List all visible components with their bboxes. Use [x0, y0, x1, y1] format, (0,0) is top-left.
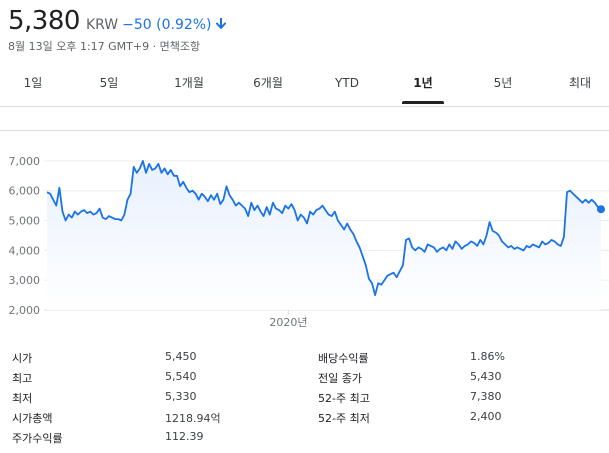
- stat-value-pe-ratio: 112.39: [165, 430, 204, 443]
- stat-value-dividend-yield: 1.86%: [470, 350, 505, 363]
- stat-value-high: 5,540: [165, 370, 197, 383]
- y-tick-label: 6,000: [9, 185, 41, 198]
- tab-1m[interactable]: 1개월: [174, 76, 204, 90]
- y-tick-label: 4,000: [9, 244, 41, 257]
- currency-code: KRW: [85, 17, 119, 33]
- stat-value-52w-low: 2,400: [470, 410, 502, 423]
- y-tick-label: 3,000: [9, 274, 41, 287]
- price-area-fill: [47, 160, 601, 310]
- quote-header: 5,380 KRW −50 (0.92%): [8, 6, 226, 36]
- stat-label-market-cap: 시가총액: [12, 412, 53, 425]
- y-tick-label: 7,000: [9, 155, 41, 168]
- tab-1d[interactable]: 1일: [23, 76, 43, 90]
- stat-label-open: 시가: [12, 352, 33, 365]
- quote-timestamp-disclaimer[interactable]: 8월 13일 오후 1:17 GMT+9 · 면책조항: [8, 40, 201, 53]
- stat-label-pe-ratio: 주가수익률: [12, 432, 63, 445]
- stat-label-prev-close: 전일 종가: [318, 372, 362, 385]
- stat-label-52w-high: 52-주 최고: [318, 392, 370, 405]
- price-line: [46, 160, 602, 296]
- current-price: 5,380: [8, 6, 80, 36]
- last-price-dot: [597, 205, 605, 214]
- stat-label-low: 최저: [12, 392, 33, 405]
- stat-value-low: 5,330: [165, 390, 197, 403]
- stat-value-prev-close: 5,430: [470, 370, 502, 383]
- stat-label-dividend-yield: 배당수익률: [318, 352, 369, 365]
- y-tick-label: 5,000: [9, 215, 41, 228]
- stat-value-52w-high: 7,380: [470, 390, 502, 403]
- tab-max[interactable]: 최대: [568, 76, 592, 90]
- y-tick-label: 2,000: [9, 304, 41, 317]
- stat-value-market-cap: 1218.94억: [165, 412, 221, 425]
- tab-ytd[interactable]: YTD: [335, 76, 359, 90]
- tab-6m[interactable]: 6개월: [253, 76, 283, 90]
- arrow-down-icon: [215, 15, 226, 29]
- tab-1y[interactable]: 1년: [396, 66, 450, 104]
- range-tabs: 1일 5일 1개월 6개월 YTD 1년 5년 최대: [0, 66, 609, 107]
- stat-value-open: 5,450: [165, 350, 197, 363]
- x-tick-label: 2020년: [269, 316, 307, 329]
- price-chart[interactable]: 2,000 3,000 4,000 5,000 6,000 7,000 2020년: [0, 130, 609, 338]
- tab-5d[interactable]: 5일: [99, 76, 119, 90]
- stat-label-52w-low: 52-주 최저: [318, 412, 370, 425]
- stat-label-high: 최고: [12, 372, 33, 385]
- price-change: −50 (0.92%): [122, 17, 212, 33]
- tab-5y[interactable]: 5년: [493, 76, 513, 90]
